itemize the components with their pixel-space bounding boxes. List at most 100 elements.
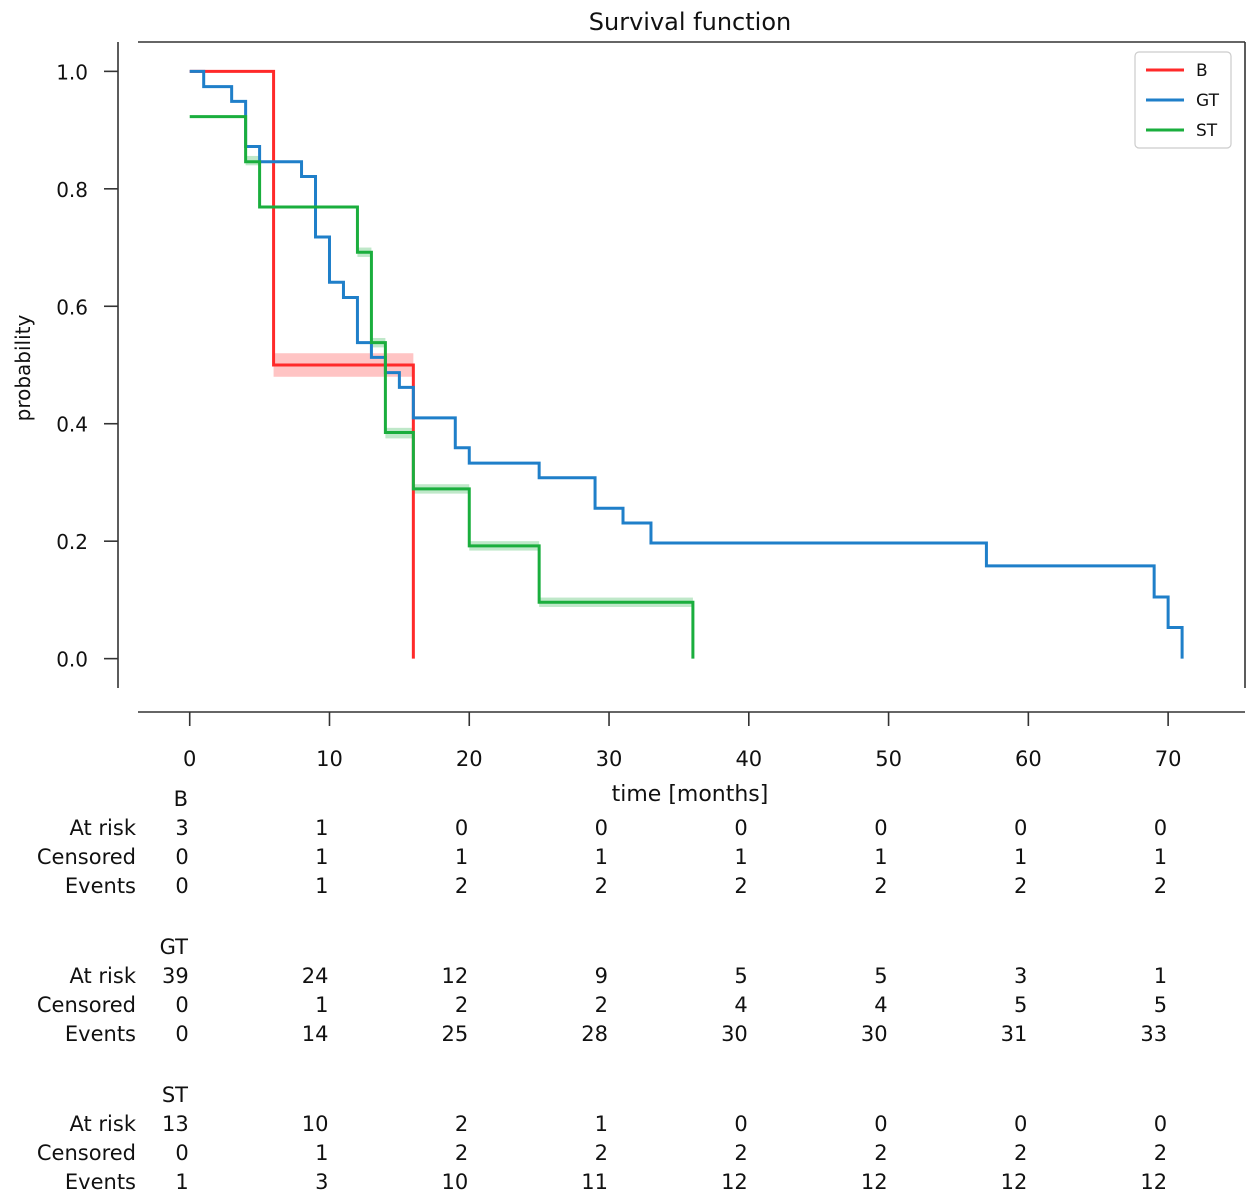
risk-value: 25 <box>442 1022 469 1046</box>
risk-value: 1 <box>315 845 328 869</box>
risk-value: 0 <box>1154 1112 1167 1136</box>
risk-value: 31 <box>1001 1022 1028 1046</box>
series-line-b <box>189 69 415 659</box>
risk-value: 12 <box>442 964 469 988</box>
risk-row-label: Events <box>65 874 136 898</box>
survival-curves <box>189 69 1184 659</box>
risk-value: 0 <box>175 993 188 1017</box>
risk-value: 12 <box>1001 1170 1028 1194</box>
risk-value: 4 <box>734 993 747 1017</box>
risk-row-label: At risk <box>70 964 137 988</box>
risk-value: 0 <box>874 1112 887 1136</box>
y-tick-label: 0.4 <box>56 413 88 437</box>
risk-value: 1 <box>734 845 747 869</box>
risk-row-label: Censored <box>37 993 136 1017</box>
risk-value: 0 <box>455 816 468 840</box>
x-tick-label: 50 <box>875 747 902 771</box>
risk-value: 28 <box>581 1022 608 1046</box>
risk-value: 12 <box>861 1170 888 1194</box>
risk-value: 2 <box>455 874 468 898</box>
risk-value: 2 <box>874 874 887 898</box>
risk-value: 0 <box>1014 1112 1027 1136</box>
y-tick-label: 0.2 <box>56 530 88 554</box>
risk-row-label: Events <box>65 1022 136 1046</box>
risk-value: 12 <box>721 1170 748 1194</box>
risk-value: 5 <box>1154 993 1167 1017</box>
risk-value: 0 <box>175 874 188 898</box>
risk-value: 2 <box>734 1141 747 1165</box>
legend-label: B <box>1196 61 1208 81</box>
y-tick-label: 0.8 <box>56 178 88 202</box>
series-line-gt <box>189 69 1184 659</box>
y-axis-label: probability <box>11 314 35 421</box>
x-ticks: 0 10 20 30 40 50 60 70 <box>183 712 1181 771</box>
chart-title: Survival function <box>589 8 791 36</box>
risk-value: 2 <box>595 874 608 898</box>
x-axis-label: time [months] <box>612 782 769 807</box>
risk-row-label: Censored <box>37 1141 136 1165</box>
risk-value: 2 <box>734 874 747 898</box>
risk-value: 24 <box>302 964 329 988</box>
risk-row-label: Events <box>65 1170 136 1194</box>
risk-value: 0 <box>1154 816 1167 840</box>
risk-value: 1 <box>455 845 468 869</box>
risk-value: 0 <box>175 1141 188 1165</box>
legend: B GT ST <box>1134 51 1232 149</box>
risk-value: 1 <box>595 845 608 869</box>
risk-value: 2 <box>1154 1141 1167 1165</box>
risk-value: 39 <box>162 964 189 988</box>
risk-value: 0 <box>874 816 887 840</box>
risk-value: 2 <box>455 1141 468 1165</box>
risk-value: 3 <box>1014 964 1027 988</box>
risk-value: 14 <box>302 1022 329 1046</box>
risk-value: 1 <box>874 845 887 869</box>
risk-value: 10 <box>302 1112 329 1136</box>
risk-group-name: ST <box>162 1083 188 1107</box>
risk-value: 2 <box>1014 1141 1027 1165</box>
risk-value: 1 <box>1154 964 1167 988</box>
x-tick-label: 20 <box>456 747 483 771</box>
risk-value: 1 <box>315 816 328 840</box>
risk-value: 5 <box>734 964 747 988</box>
risk-value: 0 <box>734 816 747 840</box>
series-line-st <box>189 115 695 659</box>
risk-row-label: At risk <box>70 816 137 840</box>
y-tick-label: 1.0 <box>56 60 88 84</box>
x-tick-label: 0 <box>183 747 196 771</box>
risk-value: 10 <box>442 1170 469 1194</box>
risk-value: 33 <box>1140 1022 1167 1046</box>
risk-value: 4 <box>874 993 887 1017</box>
risk-value: 0 <box>595 816 608 840</box>
risk-group-name: B <box>174 787 188 811</box>
risk-value: 1 <box>1154 845 1167 869</box>
x-tick-label: 10 <box>316 747 343 771</box>
risk-value: 2 <box>455 993 468 1017</box>
y-ticks: 0.0 0.2 0.4 0.6 0.8 1.0 <box>56 60 118 672</box>
risk-value: 2 <box>1154 874 1167 898</box>
risk-value: 1 <box>595 1112 608 1136</box>
risk-value: 11 <box>581 1170 608 1194</box>
risk-value: 2 <box>455 1112 468 1136</box>
risk-value: 1 <box>175 1170 188 1194</box>
x-tick-label: 70 <box>1155 747 1182 771</box>
risk-value: 0 <box>734 1112 747 1136</box>
risk-value: 1 <box>315 1141 328 1165</box>
risk-value: 5 <box>874 964 887 988</box>
risk-value: 2 <box>874 1141 887 1165</box>
risk-value: 2 <box>595 993 608 1017</box>
risk-value: 2 <box>1014 874 1027 898</box>
risk-group-name: GT <box>160 935 189 959</box>
risk-value: 0 <box>1014 816 1027 840</box>
risk-row-label: At risk <box>70 1112 137 1136</box>
risk-value: 9 <box>595 964 608 988</box>
legend-label: ST <box>1196 121 1218 141</box>
risk-value: 3 <box>175 816 188 840</box>
x-tick-label: 30 <box>596 747 623 771</box>
risk-row-label: Censored <box>37 845 136 869</box>
risk-value: 30 <box>721 1022 748 1046</box>
risk-value: 5 <box>1014 993 1027 1017</box>
risk-value: 0 <box>175 1022 188 1046</box>
risk-value: 3 <box>315 1170 328 1194</box>
